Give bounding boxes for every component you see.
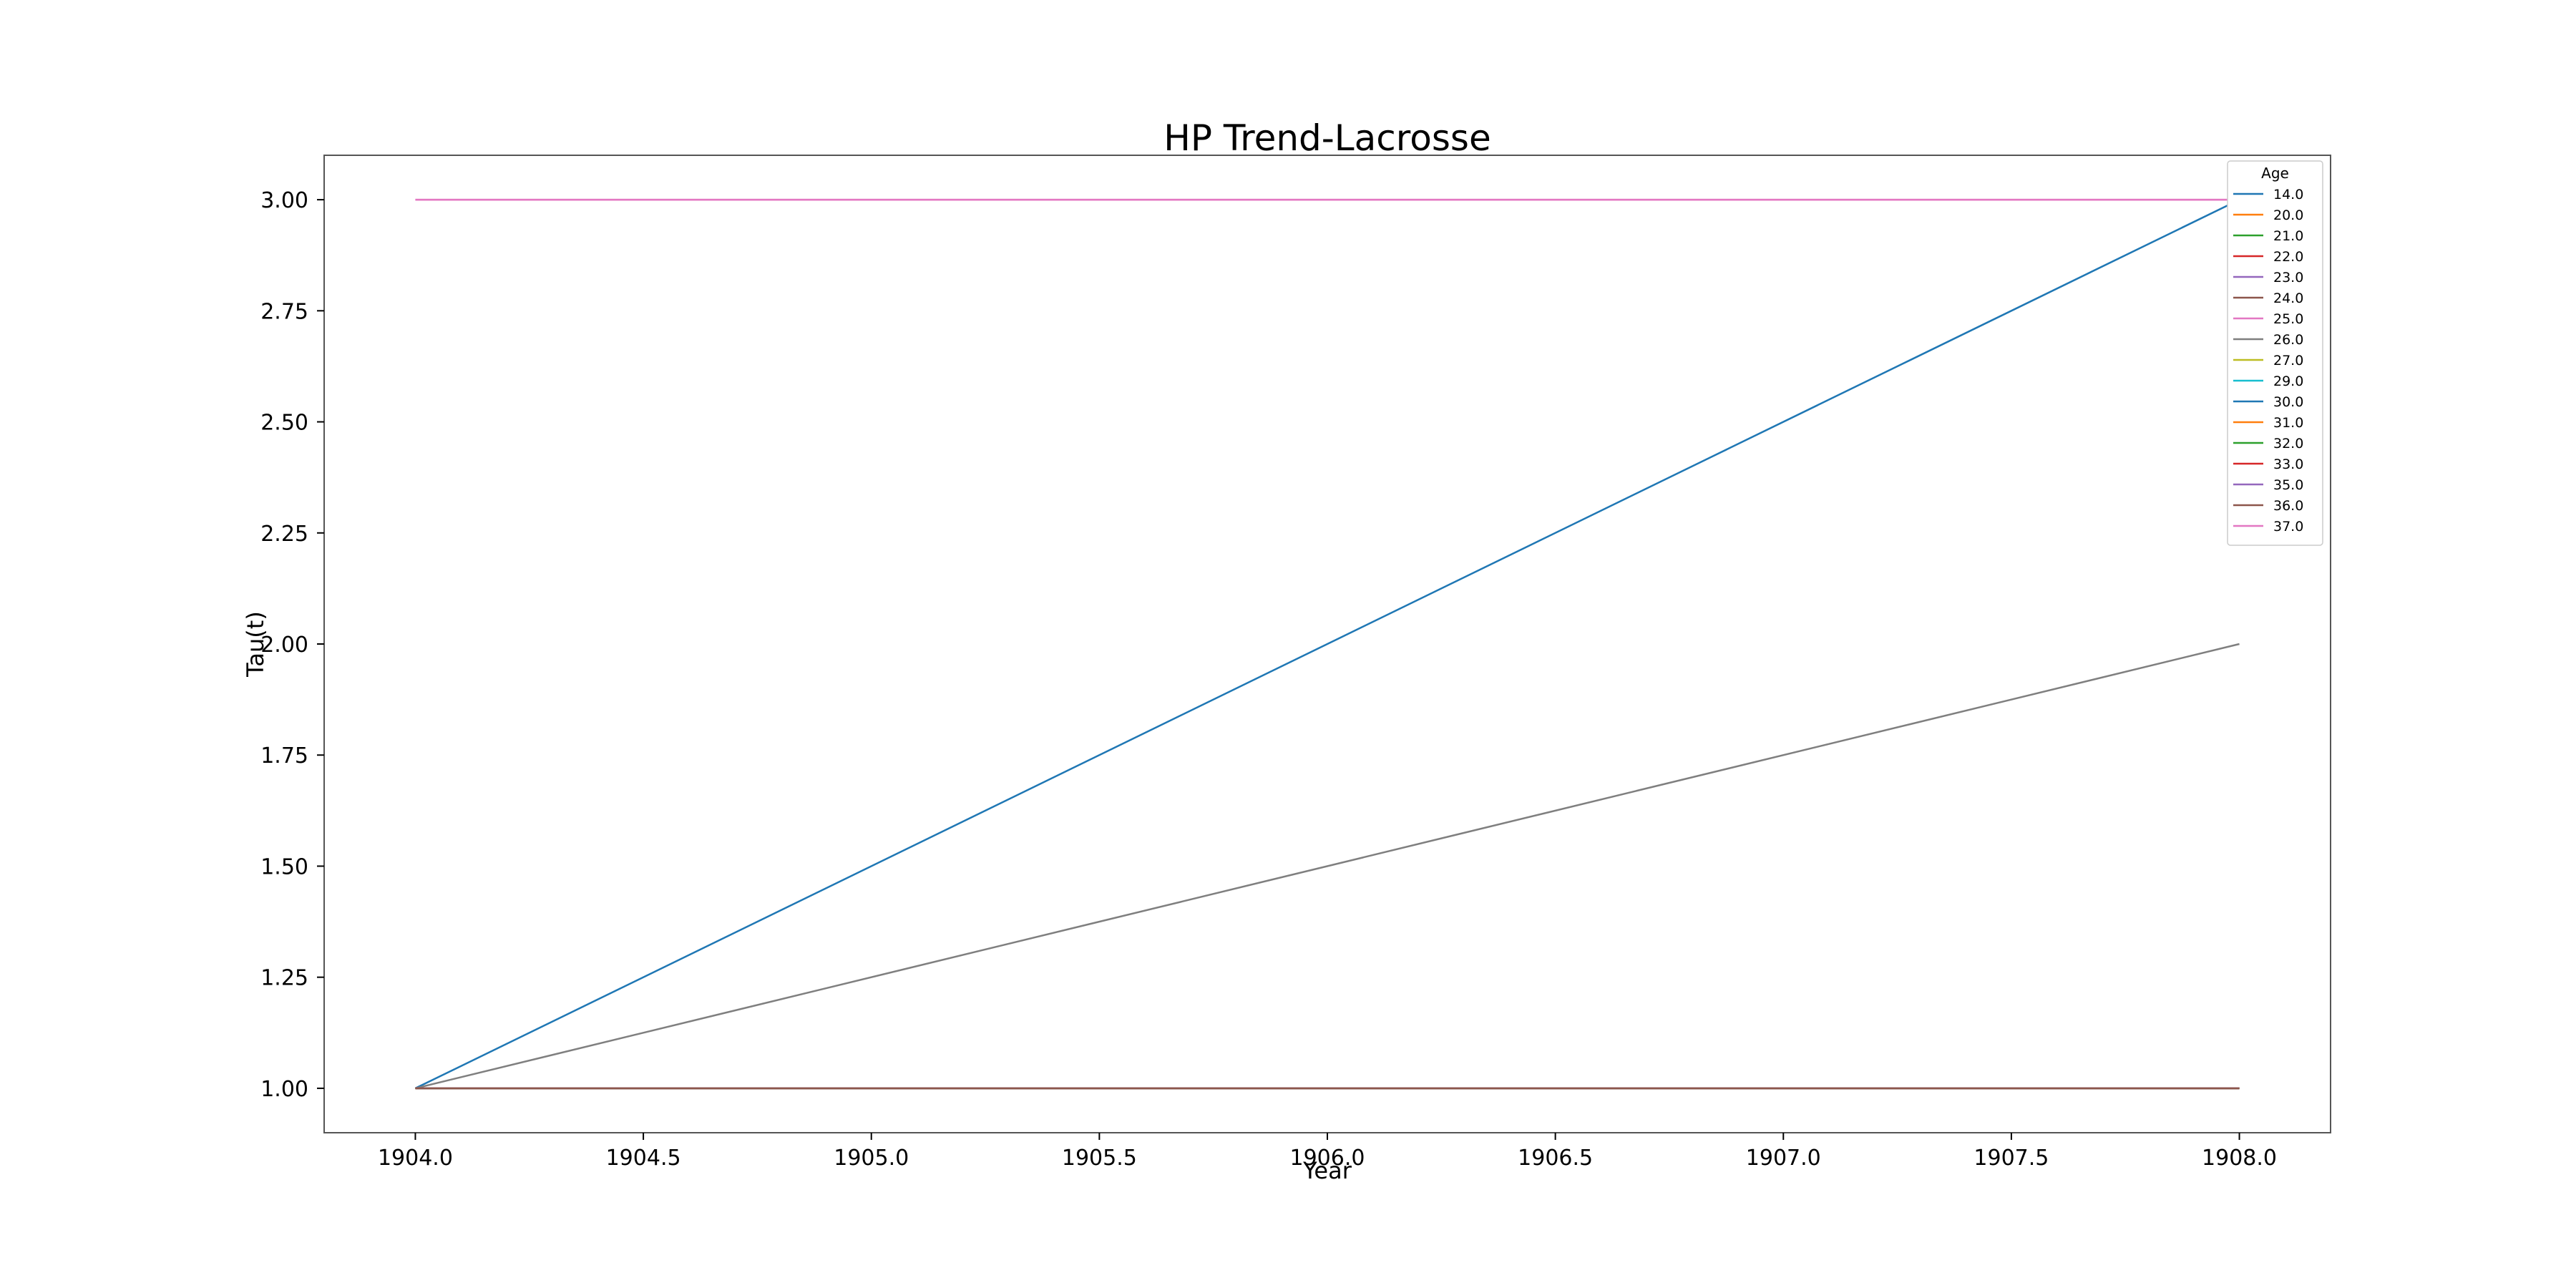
- legend-entry-label: 25.0: [2273, 311, 2303, 327]
- legend-entry-label: 37.0: [2273, 519, 2303, 535]
- x-tick-label: 1907.5: [1974, 1146, 2049, 1171]
- legend-entry-label: 14.0: [2273, 187, 2303, 203]
- y-tick-label: 2.25: [260, 522, 308, 547]
- legend-title: Age: [2261, 165, 2289, 182]
- x-tick-label: 1906.5: [1518, 1146, 1593, 1171]
- chart-title: HP Trend-Lacrosse: [1163, 117, 1491, 159]
- legend-entry-label: 23.0: [2273, 270, 2303, 286]
- y-tick-label: 1.50: [260, 854, 308, 879]
- legend-entry-label: 22.0: [2273, 249, 2303, 265]
- x-tick-label: 1906.0: [1290, 1146, 1365, 1171]
- y-tick-label: 1.75: [260, 743, 308, 769]
- x-axis-ticks: 1904.0 1904.5 1905.0 1905.5 1906.0 1906.5 1907…: [378, 1133, 2277, 1171]
- legend-entry-label: 21.0: [2273, 228, 2303, 244]
- x-axis-label: Year: [1302, 1157, 1352, 1184]
- y-axis-label: Tau(t): [242, 611, 269, 678]
- series-line-14-0: [414, 198, 2240, 1090]
- x-tick-label: 1907.0: [1746, 1146, 1821, 1171]
- y-axis-ticks: 1.00 1.25 1.50 1.75 2.00 2.25 2.50 2.75 3.00: [260, 188, 324, 1102]
- y-tick-label: 3.00: [260, 188, 308, 213]
- x-tick-label: 1904.5: [606, 1146, 681, 1171]
- series-layer: [414, 198, 2240, 1090]
- y-tick-label: 2.00: [260, 633, 308, 658]
- x-tick-label: 1905.5: [1062, 1146, 1137, 1171]
- legend-entry-label: 20.0: [2273, 208, 2303, 223]
- legend-entry-label: 27.0: [2273, 353, 2303, 369]
- legend-entry-label: 24.0: [2273, 291, 2303, 306]
- legend-entry-label: 33.0: [2273, 457, 2303, 472]
- y-tick-label: 2.75: [260, 299, 308, 324]
- legend-entry-label: 29.0: [2273, 374, 2303, 389]
- y-tick-label: 2.50: [260, 411, 308, 436]
- y-tick-label: 1.25: [260, 966, 308, 991]
- legend-entry-label: 31.0: [2273, 415, 2303, 431]
- y-tick-label: 1.00: [260, 1077, 308, 1102]
- legend-entry-label: 30.0: [2273, 394, 2303, 410]
- legend-entry-label: 32.0: [2273, 436, 2303, 452]
- x-tick-label: 1905.0: [834, 1146, 909, 1171]
- series-line-26-0: [415, 643, 2240, 1090]
- legend: Age 14.0 20.0 21.0 22.0 23.0 24.0 25.0 26.0 27.0…: [2227, 160, 2323, 546]
- x-tick-label: 1908.0: [2202, 1146, 2277, 1171]
- legend-entries: 14.0 20.0 21.0 22.0 23.0 24.0 25.0 26.0 27.0 29.0…: [2233, 187, 2303, 535]
- legend-entry-label: 26.0: [2273, 332, 2303, 348]
- legend-entry-label: 35.0: [2273, 477, 2303, 493]
- x-tick-label: 1904.0: [378, 1146, 453, 1171]
- legend-entry-label: 36.0: [2273, 498, 2303, 514]
